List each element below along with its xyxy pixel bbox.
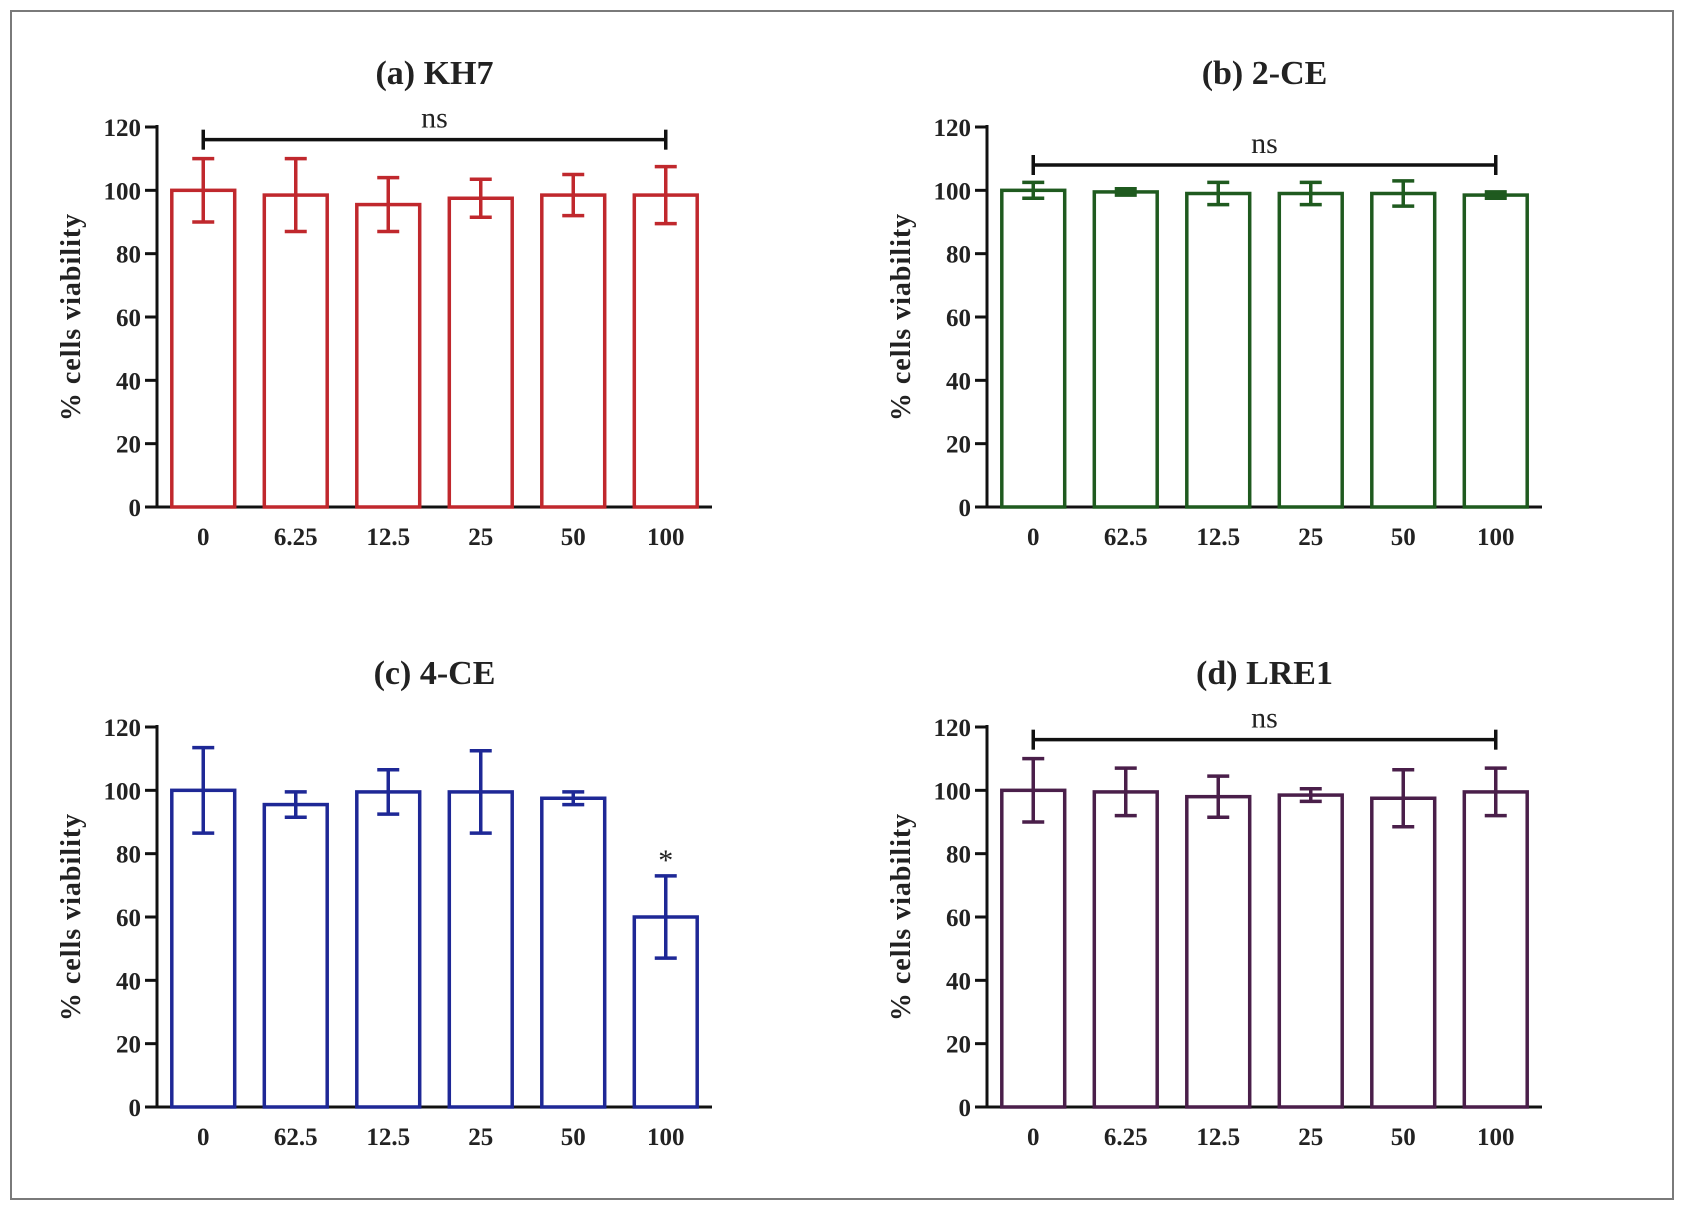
x-tick-label: 12.5: [366, 524, 410, 551]
bar: [1277, 191, 1344, 509]
x-tick-label: 6.25: [274, 524, 318, 551]
y-tick-label: 20: [116, 1032, 141, 1059]
y-tick-label: 40: [946, 968, 971, 995]
chart-title: (a) KH7: [375, 55, 493, 92]
chart-c-svg: (c) 4-CE % cells viability 0 20 40 60 80 100 120…: [56, 655, 712, 1151]
bar: [1370, 191, 1437, 509]
chart-panel-d: (d) LRE1 % cells viability 0 20 40 60 80 100 120…: [862, 632, 1682, 1232]
x-tick-label: 50: [1391, 1124, 1416, 1151]
chart-title: (c) 4-CE: [374, 655, 496, 692]
figure-frame: (a) KH7 % cells viability 0 20 40 60 80 100 120 0…: [10, 10, 1674, 1200]
y-axis-label: % cells viability: [886, 213, 917, 421]
y-tick-label: 20: [116, 432, 141, 459]
x-tick-label: 0: [1027, 524, 1040, 551]
x-tick-label: 25: [468, 1124, 493, 1151]
bar: [1000, 788, 1067, 1109]
x-tick-label: 62.5: [1104, 524, 1148, 551]
bar: [632, 193, 699, 509]
y-tick-label: 80: [116, 842, 141, 869]
chart-a-svg: (a) KH7 % cells viability 0 20 40 60 80 100 120 0…: [56, 55, 712, 551]
x-tick-label: 12.5: [1196, 524, 1240, 551]
bar: [355, 790, 422, 1109]
bar: [1092, 190, 1159, 509]
significance-star: *: [658, 844, 673, 877]
y-tick-label: 0: [959, 1095, 972, 1122]
chart-title: (d) LRE1: [1196, 655, 1333, 692]
y-tick-label: 40: [116, 968, 141, 995]
y-tick-label: 20: [946, 432, 971, 459]
y-axis-label: % cells viability: [56, 813, 87, 1021]
bar: [1462, 790, 1529, 1109]
bar: [1185, 794, 1252, 1109]
y-tick-label: 120: [934, 715, 972, 742]
y-tick-label: 120: [104, 715, 142, 742]
bar: [447, 196, 514, 509]
y-tick-label: 40: [116, 368, 141, 395]
chart-d-svg: (d) LRE1 % cells viability 0 20 40 60 80 100 120…: [886, 655, 1542, 1151]
bar: [1370, 796, 1437, 1109]
y-tick-label: 100: [104, 778, 142, 805]
x-tick-label: 0: [1027, 1124, 1040, 1151]
bar: [355, 202, 422, 509]
chart-panel-c: (c) 4-CE % cells viability 0 20 40 60 80 100 120…: [32, 632, 852, 1232]
y-tick-label: 60: [946, 905, 971, 932]
bar: [1277, 793, 1344, 1109]
x-tick-label: 62.5: [274, 1124, 318, 1151]
y-tick-label: 0: [959, 495, 972, 522]
y-axis-label: % cells viability: [886, 813, 917, 1021]
y-tick-label: 0: [129, 495, 142, 522]
bar: [1000, 188, 1067, 509]
bar: [540, 796, 607, 1109]
y-tick-label: 80: [946, 842, 971, 869]
chart-panel-a: (a) KH7 % cells viability 0 20 40 60 80 100 120 0…: [32, 32, 852, 632]
bar: [1092, 790, 1159, 1109]
y-tick-label: 100: [104, 178, 142, 205]
x-tick-label: 100: [647, 1124, 685, 1151]
chart-panel-b: (b) 2-CE % cells viability 0 20 40 60 80 100 120…: [862, 32, 1682, 632]
bar: [170, 188, 237, 509]
x-tick-label: 100: [1477, 1124, 1515, 1151]
x-tick-label: 25: [1298, 524, 1323, 551]
y-tick-label: 40: [946, 368, 971, 395]
y-axis-label: % cells viability: [56, 213, 87, 421]
y-tick-label: 100: [934, 778, 972, 805]
x-tick-label: 6.25: [1104, 1124, 1148, 1151]
bar: [170, 788, 237, 1109]
bar: [1462, 193, 1529, 509]
x-tick-label: 100: [1477, 524, 1515, 551]
significance-label: ns: [421, 102, 448, 135]
bar: [262, 802, 329, 1109]
x-tick-label: 25: [1298, 1124, 1323, 1151]
x-tick-label: 50: [561, 524, 586, 551]
x-tick-label: 0: [197, 1124, 210, 1151]
x-tick-label: 100: [647, 524, 685, 551]
x-tick-label: 50: [1391, 524, 1416, 551]
y-tick-label: 120: [934, 115, 972, 142]
x-tick-label: 25: [468, 524, 493, 551]
bar: [447, 790, 514, 1109]
bar: [540, 193, 607, 509]
x-tick-label: 12.5: [366, 1124, 410, 1151]
significance-label: ns: [1251, 127, 1278, 160]
bar: [1185, 191, 1252, 509]
y-tick-label: 80: [116, 242, 141, 269]
y-tick-label: 60: [946, 305, 971, 332]
significance-label: ns: [1251, 702, 1278, 735]
y-tick-label: 20: [946, 1032, 971, 1059]
y-tick-label: 60: [116, 905, 141, 932]
chart-b-svg: (b) 2-CE % cells viability 0 20 40 60 80 100 120…: [886, 55, 1542, 551]
x-tick-label: 50: [561, 1124, 586, 1151]
x-tick-label: 0: [197, 524, 210, 551]
bar: [262, 193, 329, 509]
y-tick-label: 120: [104, 115, 142, 142]
x-tick-label: 12.5: [1196, 1124, 1240, 1151]
y-tick-label: 60: [116, 305, 141, 332]
y-tick-label: 100: [934, 178, 972, 205]
y-tick-label: 0: [129, 1095, 142, 1122]
y-tick-label: 80: [946, 242, 971, 269]
bar: [632, 915, 699, 1109]
chart-title: (b) 2-CE: [1202, 55, 1328, 92]
